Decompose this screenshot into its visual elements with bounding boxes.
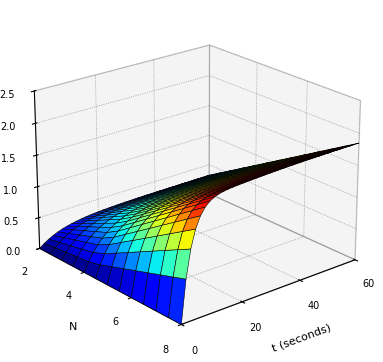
Y-axis label: N: N	[69, 322, 77, 332]
X-axis label: t (seconds): t (seconds)	[271, 322, 333, 353]
